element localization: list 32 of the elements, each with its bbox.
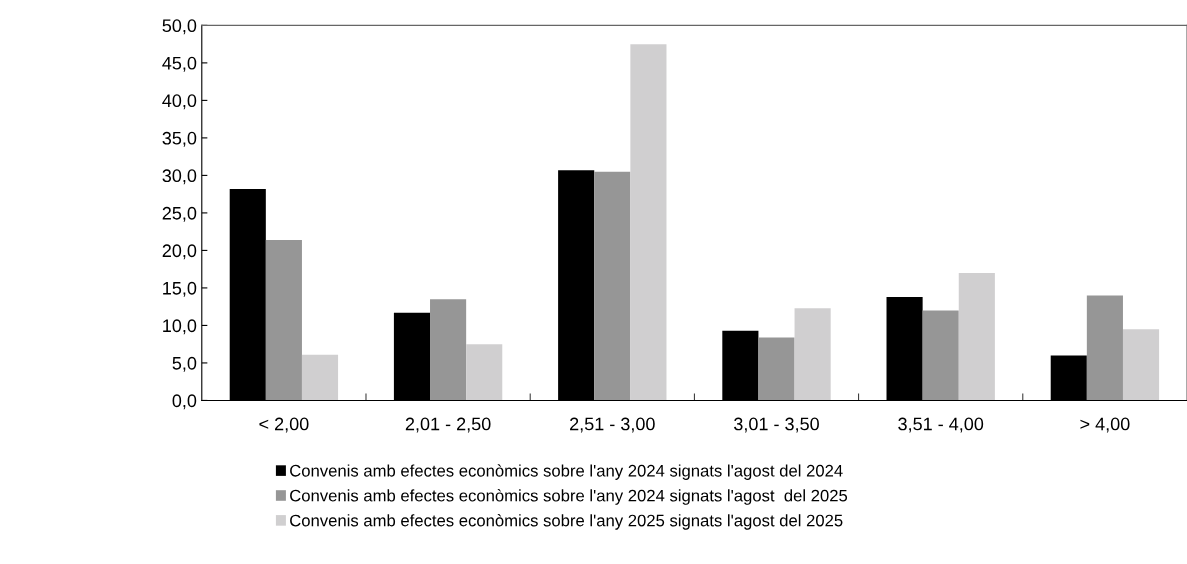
bar: [594, 171, 631, 401]
x-tick-label: 3,51 - 4,00: [898, 417, 984, 433]
x-tick-label: 3,01 - 3,50: [734, 417, 819, 433]
legend-label: Convenis amb efectes econòmics sobre l'any 2024 signats l'agost del 2025: [290, 489, 848, 505]
x-tick-label: 2,01 - 2,50: [405, 417, 491, 433]
x-tick-label: > 4,00: [1080, 417, 1130, 433]
y-tick-label: 30,0: [162, 169, 197, 185]
x-tick-label: 2,51 - 3,00: [570, 417, 655, 433]
x-tick-label: < 2,00: [259, 417, 309, 433]
bar: [958, 272, 995, 401]
y-tick-label: 10,0: [163, 319, 197, 335]
y-tick-label: 50,0: [162, 19, 197, 35]
bar: [794, 308, 831, 401]
legend-label: Convenis amb efectes econòmics sobre l'any 2025 signats l'agost del 2025: [290, 513, 843, 530]
y-tick-label: 20,0: [162, 244, 197, 260]
y-tick-label: 45,0: [162, 56, 197, 72]
bar: [265, 239, 302, 401]
y-tick-label: 35,0: [162, 131, 197, 147]
bar: [1122, 329, 1160, 401]
bar: [466, 344, 503, 401]
y-tick-label: 25,0: [162, 206, 197, 222]
y-tick-label: 15,0: [163, 281, 197, 297]
legend-label: Convenis amb efectes econòmics sobre l'any 2024 signats l'agost del 2024: [290, 464, 843, 480]
bar: [301, 354, 339, 401]
y-tick-label: 5,0: [172, 356, 197, 372]
y-tick-label: 40,0: [162, 94, 197, 110]
bar: [430, 299, 467, 401]
bar: [1086, 295, 1123, 401]
bar: [922, 310, 959, 401]
bar: [758, 337, 795, 401]
y-tick-label: 0,0: [172, 394, 197, 410]
bar: [630, 44, 667, 401]
